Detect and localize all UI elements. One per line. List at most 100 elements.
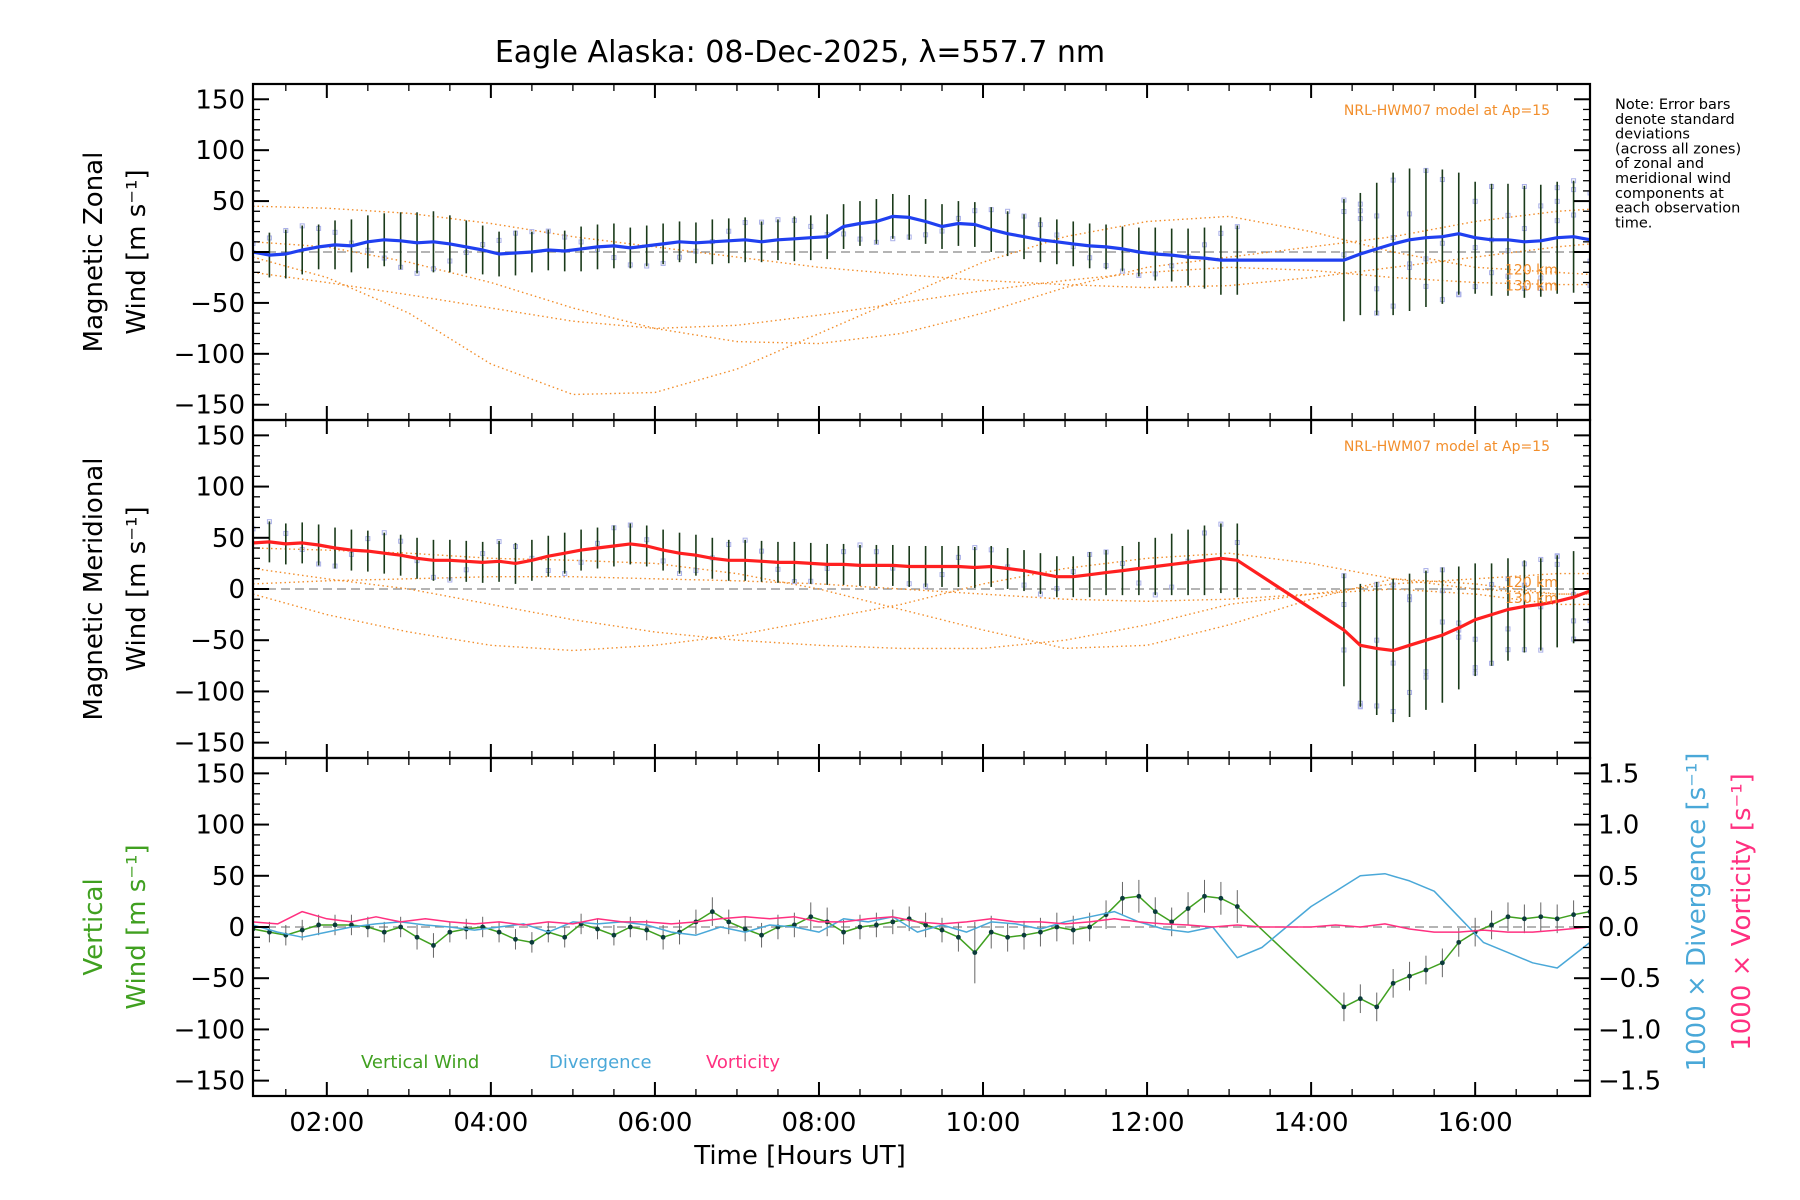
data-point-vertical-wind xyxy=(267,929,272,935)
y-axis-title-units-vertical: Wind [m s⁻¹] xyxy=(122,844,152,1009)
data-point-vertical-wind xyxy=(1521,916,1527,922)
data-point-vertical-wind xyxy=(1185,906,1191,911)
model-alt-label-meridional: 120 km xyxy=(1505,575,1558,591)
y-tick-label-meridional: 0 xyxy=(228,575,245,605)
data-point-vertical-wind xyxy=(1202,893,1207,899)
model-curve-meridional-1 xyxy=(253,552,1590,652)
data-point-vertical-wind xyxy=(513,936,518,942)
x-tick-label: 12:00 xyxy=(1110,1108,1185,1138)
data-point-vertical-wind xyxy=(726,919,732,925)
y-axis-title-zonal: Magnetic Zonal xyxy=(79,152,109,353)
right-axis-title-vorticity: 1000 × Vorticity [s⁻¹] xyxy=(1727,773,1757,1051)
note-line: meridional wind xyxy=(1615,171,1731,187)
x-tick-label: 08:00 xyxy=(782,1108,857,1138)
x-axis-title: Time [Hours UT] xyxy=(693,1141,906,1171)
data-point-vertical-wind xyxy=(759,932,764,938)
data-point-vertical-wind xyxy=(316,922,322,928)
right-tick-label: −1.5 xyxy=(1598,1067,1661,1097)
y-tick-label-vertical: 150 xyxy=(195,759,245,789)
series-line-meridional-wind xyxy=(253,540,1590,653)
model-alt-label-meridional: 130 km xyxy=(1505,591,1558,607)
right-tick-label: 1.5 xyxy=(1598,759,1639,789)
y-tick-label-zonal: 50 xyxy=(212,187,245,217)
note-line: deviations xyxy=(1615,127,1690,143)
y-axis-title-units-zonal: Wind [m s⁻¹] xyxy=(122,169,152,334)
data-point-vertical-wind xyxy=(529,939,535,945)
data-point-vertical-wind xyxy=(496,929,502,935)
y-tick-label-vertical: 50 xyxy=(212,862,245,892)
data-point-vertical-wind xyxy=(1538,914,1544,920)
legend-entry-divergence: Divergence xyxy=(549,1052,652,1073)
data-point-vertical-wind xyxy=(644,927,650,933)
y-tick-label-zonal: 0 xyxy=(228,238,245,268)
sample-point-zonal-wind xyxy=(1587,190,1590,196)
data-point-vertical-wind xyxy=(857,924,863,930)
model-curve-zonal-1 xyxy=(253,208,1590,345)
model-curve-zonal-3 xyxy=(253,266,1590,330)
data-point-vertical-wind xyxy=(988,929,994,935)
y-tick-label-zonal: 100 xyxy=(195,136,245,166)
note-line: denote standard xyxy=(1615,112,1735,128)
data-point-vertical-wind xyxy=(1374,1004,1380,1010)
y-tick-label-meridional: 100 xyxy=(195,473,245,503)
data-point-vertical-wind xyxy=(1021,932,1027,938)
note-line: of zonal and xyxy=(1615,156,1704,172)
panel-vertical: −150 −100 −50 0 50 100 150 Vertical Wind [m s⁻¹]… xyxy=(79,753,1757,1098)
right-axis-title-divergence: 1000 × Divergence [s⁻¹] xyxy=(1682,753,1712,1072)
y-tick-label-vertical: −50 xyxy=(190,964,245,994)
y-tick-label-zonal: −100 xyxy=(174,340,245,370)
data-point-vertical-wind xyxy=(595,926,600,932)
data-point-vertical-wind xyxy=(447,929,453,935)
y-tick-label-zonal: −150 xyxy=(174,391,245,421)
data-point-vertical-wind xyxy=(1423,967,1429,973)
plot-area-vertical xyxy=(253,872,1590,1022)
y-axis-title-meridional: Magnetic Meridional xyxy=(79,458,109,721)
y-tick-label-vertical: −100 xyxy=(174,1015,245,1045)
data-point-vertical-wind xyxy=(841,929,846,935)
y-tick-label-vertical: 100 xyxy=(195,811,245,841)
panel-meridional: −150 −100 −50 0 50 100 150 Magnetic Meridional W… xyxy=(79,418,1592,760)
right-tick-label: −0.5 xyxy=(1598,964,1661,994)
chart-title: Eagle Alaska: 08-Dec-2025, λ=557.7 nm xyxy=(495,35,1105,70)
data-point-vertical-wind xyxy=(742,926,748,932)
data-point-vertical-wind xyxy=(1341,1004,1347,1010)
data-point-vertical-wind xyxy=(1571,912,1576,918)
sample-point-zonal-wind xyxy=(1587,258,1590,264)
model-alt-label-zonal: 130 km xyxy=(1505,278,1558,294)
data-point-vertical-wind xyxy=(1152,909,1158,915)
sample-point-zonal-wind xyxy=(1587,282,1590,288)
data-point-vertical-wind xyxy=(1489,922,1494,928)
data-point-vertical-wind xyxy=(1407,973,1412,979)
data-point-vertical-wind xyxy=(1234,904,1240,909)
data-point-vertical-wind xyxy=(414,934,420,940)
y-tick-label-meridional: −150 xyxy=(174,729,245,759)
data-point-vertical-wind xyxy=(1087,924,1093,930)
note-line: components at xyxy=(1615,186,1724,202)
data-point-vertical-wind xyxy=(972,950,978,956)
data-point-vertical-wind xyxy=(611,932,617,938)
note-line: each observation xyxy=(1615,201,1740,217)
data-point-vertical-wind xyxy=(1390,980,1396,986)
series-line-zonal-wind xyxy=(253,214,1590,262)
y-axis-title-units-meridional: Wind [m s⁻¹] xyxy=(122,506,152,671)
sample-point-zonal-wind xyxy=(253,240,256,246)
x-tick-label: 16:00 xyxy=(1438,1108,1513,1138)
data-point-vertical-wind xyxy=(398,924,404,930)
note-line: Note: Error bars xyxy=(1615,97,1730,113)
data-point-vertical-wind xyxy=(939,927,945,933)
data-point-vertical-wind xyxy=(923,922,929,928)
legend-entry-vertical-wind: Vertical Wind xyxy=(361,1052,479,1073)
right-tick-label: −1.0 xyxy=(1598,1015,1661,1045)
panel-zonal: −150 −100 −50 0 50 100 150 Magnetic Zonal Wind [… xyxy=(79,82,1592,422)
data-point-vertical-wind xyxy=(660,934,666,940)
data-point-vertical-wind xyxy=(1439,960,1445,966)
y-tick-label-zonal: −50 xyxy=(190,289,245,319)
data-point-vertical-wind xyxy=(299,927,305,933)
data-point-vertical-wind xyxy=(1054,924,1060,930)
data-point-vertical-wind xyxy=(890,919,896,925)
sample-point-meridional-wind xyxy=(1587,618,1590,624)
data-point-vertical-wind xyxy=(709,909,715,915)
data-point-vertical-wind xyxy=(1120,895,1125,901)
data-point-vertical-wind xyxy=(873,922,879,928)
